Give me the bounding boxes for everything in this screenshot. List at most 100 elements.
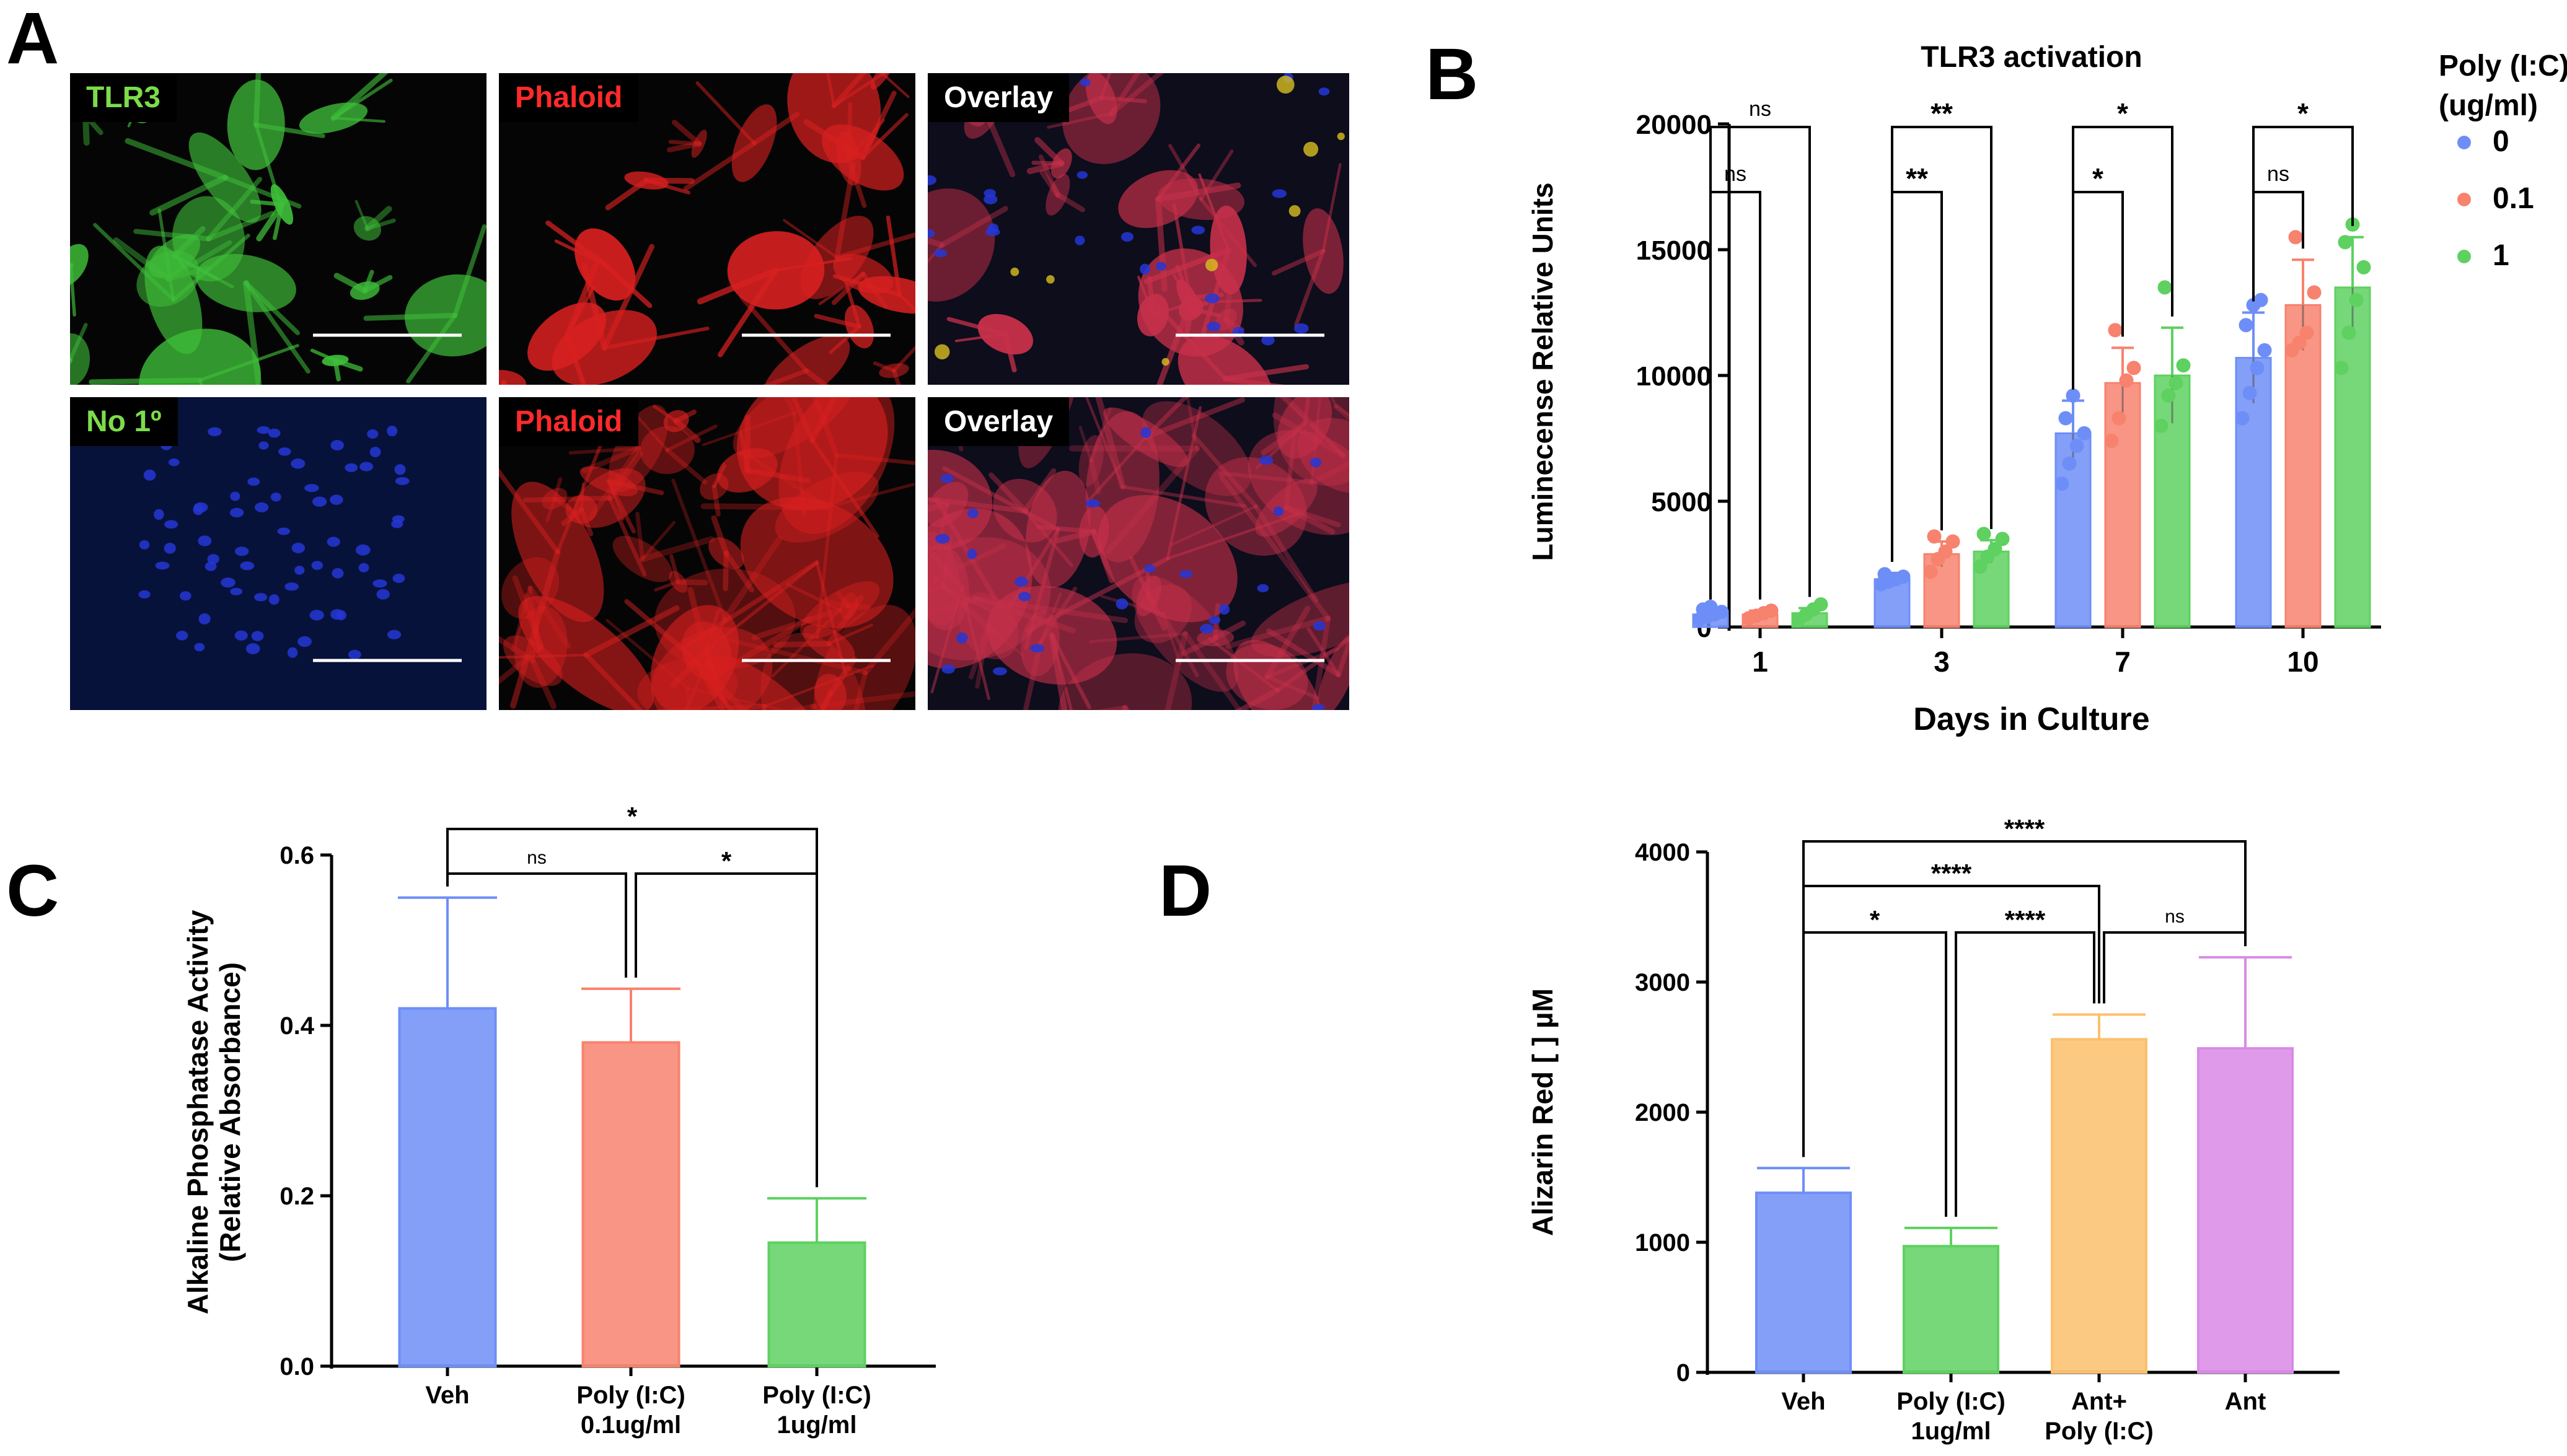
bar xyxy=(2054,432,2092,628)
cell-process xyxy=(70,263,76,317)
cell-process xyxy=(751,607,843,641)
significance-label: **** xyxy=(2005,905,2046,934)
cell-process xyxy=(762,368,809,385)
cell-process xyxy=(747,454,829,509)
cell-process xyxy=(1109,73,1141,116)
cell-process xyxy=(332,78,393,120)
nucleus xyxy=(1200,623,1214,634)
significance-label: * xyxy=(2117,97,2128,129)
cell-process xyxy=(333,358,341,382)
nucleus xyxy=(928,229,935,238)
data-point xyxy=(2069,439,2084,454)
cell-shape xyxy=(637,658,738,710)
cell-process xyxy=(713,464,727,488)
cell-process xyxy=(364,206,392,232)
cell-process xyxy=(771,608,842,678)
cell-process xyxy=(607,496,647,577)
bar xyxy=(767,1241,866,1367)
nucleus xyxy=(1273,506,1284,517)
bar xyxy=(2104,382,2141,628)
nucleus xyxy=(1313,621,1326,631)
data-point xyxy=(2066,388,2080,403)
y-axis-label: Alizarin Red [ ] µM xyxy=(1526,988,1559,1236)
cell-process xyxy=(939,206,1008,248)
cell-process xyxy=(928,243,944,264)
bar xyxy=(2235,357,2272,628)
cell-process xyxy=(718,268,779,357)
cell-process xyxy=(847,102,853,161)
nucleus xyxy=(180,591,192,601)
legend-marker xyxy=(2457,193,2471,206)
data-point xyxy=(2108,323,2123,338)
cell-process xyxy=(987,625,1025,658)
significance-bracket xyxy=(1891,126,1992,562)
cell-process xyxy=(643,177,695,184)
bar xyxy=(1791,612,1828,628)
data-point xyxy=(2239,318,2253,333)
cell-process xyxy=(1109,73,1165,116)
bar xyxy=(2197,1047,2294,1374)
cell-process xyxy=(695,81,756,145)
cell-process xyxy=(363,312,458,321)
cell-process xyxy=(861,113,909,160)
micrograph-no-primary: No 1º xyxy=(70,397,487,710)
micrograph-label: Overlay xyxy=(928,73,1070,122)
cell-process xyxy=(928,501,951,512)
nucleus xyxy=(1077,171,1088,179)
nucleus xyxy=(1209,616,1221,625)
significance-bracket xyxy=(1802,931,1947,1217)
cell-process xyxy=(499,644,544,685)
y-tick-label: 2000 xyxy=(1635,1099,1690,1126)
cell-process xyxy=(827,623,873,646)
cell-process xyxy=(554,239,607,266)
nucleus xyxy=(164,520,178,529)
micrograph-label: No 1º xyxy=(70,397,178,446)
data-point xyxy=(2154,418,2169,433)
nucleus xyxy=(254,592,268,602)
cell-process xyxy=(803,368,829,385)
cell-process xyxy=(1275,636,1349,693)
cell-process xyxy=(1155,182,1241,203)
micrograph-overlay-bottom: Overlay xyxy=(928,397,1349,710)
bar xyxy=(2334,286,2371,628)
cell-shape xyxy=(731,104,777,182)
cell-process xyxy=(831,73,867,108)
cell-shape xyxy=(928,481,969,527)
nucleus xyxy=(387,629,402,639)
cell-process xyxy=(580,482,585,511)
data-point xyxy=(2054,476,2069,491)
y-tick-label: 0 xyxy=(1676,1359,1690,1387)
cell-shape xyxy=(814,605,915,710)
nucleus xyxy=(1018,592,1031,602)
nucleus xyxy=(1218,603,1230,615)
nucleus xyxy=(194,642,205,652)
cell-process xyxy=(607,480,625,520)
data-point xyxy=(2062,456,2077,471)
cell-process xyxy=(834,232,915,260)
cell-process xyxy=(588,445,641,521)
cell-process xyxy=(365,218,396,230)
nucleus xyxy=(284,582,299,591)
nucleus xyxy=(1075,235,1085,245)
cell-process xyxy=(930,587,964,694)
cell-process xyxy=(988,472,1028,514)
cell-process xyxy=(601,243,655,351)
cell-process xyxy=(1223,293,1232,322)
cell-shape xyxy=(803,624,855,663)
micrograph-image xyxy=(499,73,915,385)
x-tick-label: Veh xyxy=(1781,1388,1825,1415)
nucleus xyxy=(1259,455,1274,465)
x-axis-label: Days in Culture xyxy=(1913,701,2149,737)
cell-shape xyxy=(1058,653,1192,710)
data-point xyxy=(2349,292,2364,307)
cell-process xyxy=(1186,397,1199,450)
cell-process xyxy=(898,293,915,312)
legend-marker xyxy=(2457,136,2471,149)
nucleus xyxy=(1030,644,1045,653)
cell-process xyxy=(624,599,698,662)
cell-process xyxy=(253,73,262,128)
colocalization-spot xyxy=(1010,267,1019,276)
nucleus xyxy=(268,428,281,438)
cell-process xyxy=(1147,276,1156,318)
nucleus xyxy=(193,502,208,512)
